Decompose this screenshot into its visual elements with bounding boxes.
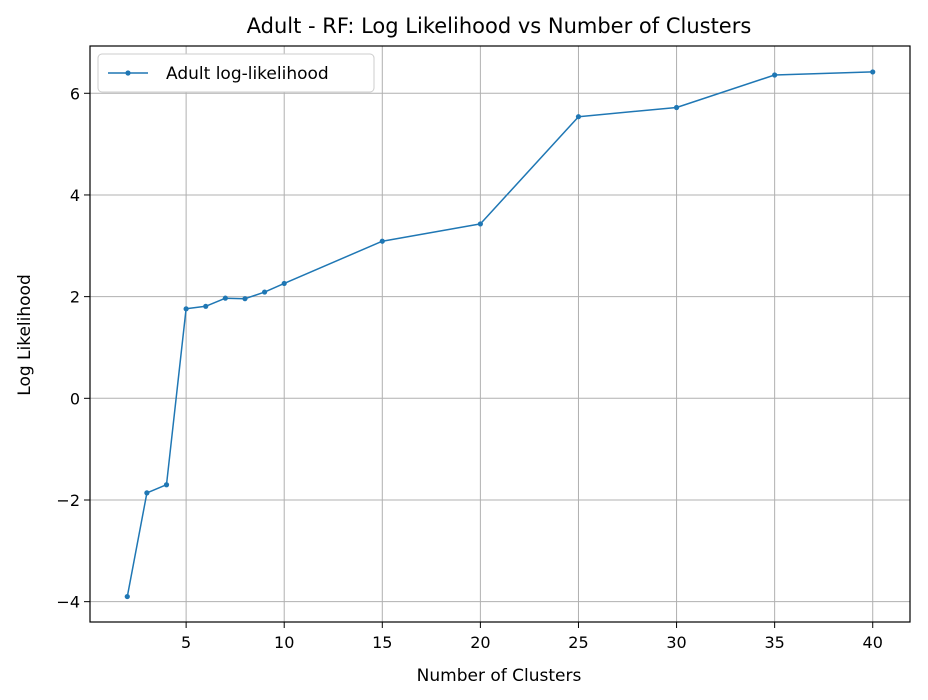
data-point (673, 104, 680, 111)
x-tick-label: 10 (274, 633, 294, 652)
y-tick-label: 4 (70, 186, 80, 205)
x-tick-label: 30 (666, 633, 686, 652)
data-point (183, 306, 189, 312)
legend-label: Adult log-likelihood (166, 64, 329, 84)
data-point (261, 289, 268, 295)
y-axis: −4 −2 0 2 4 6 (56, 84, 90, 612)
data-point (870, 69, 876, 75)
legend-marker-sample (125, 70, 131, 76)
data-point (144, 490, 150, 496)
x-tick-label: 20 (470, 633, 490, 652)
data-point (124, 593, 130, 600)
y-tick-label: 6 (70, 84, 80, 103)
data-point (242, 296, 248, 302)
x-axis-label: Number of Clusters (417, 666, 582, 686)
y-tick-label: −4 (56, 593, 80, 612)
data-point (203, 303, 209, 309)
legend-box (97, 53, 375, 93)
data-point (379, 238, 385, 244)
y-tick-label: 0 (70, 389, 80, 408)
x-tick-label: 25 (568, 633, 588, 652)
data-point (772, 72, 778, 78)
chart-title: Adult - RF: Log Likelihood vs Number of … (247, 14, 752, 38)
data-point (222, 295, 228, 301)
data-point (281, 280, 287, 287)
data-point (163, 482, 170, 488)
y-tick-label: 2 (70, 288, 80, 307)
x-tick-label: 40 (863, 633, 883, 652)
x-tick-label: 15 (372, 633, 392, 652)
x-tick-label: 35 (764, 633, 784, 652)
data-point (477, 221, 483, 227)
y-tick-label: −2 (56, 491, 80, 510)
x-tick-label: 5 (181, 633, 191, 652)
x-axis: 5 10 15 20 25 30 35 40 (181, 622, 883, 652)
legend: Adult log-likelihood (97, 53, 375, 93)
y-axis-label: Log Likelihood (15, 274, 35, 395)
data-point (575, 114, 582, 120)
series-layer (124, 69, 876, 600)
plot-frame (89, 45, 911, 623)
